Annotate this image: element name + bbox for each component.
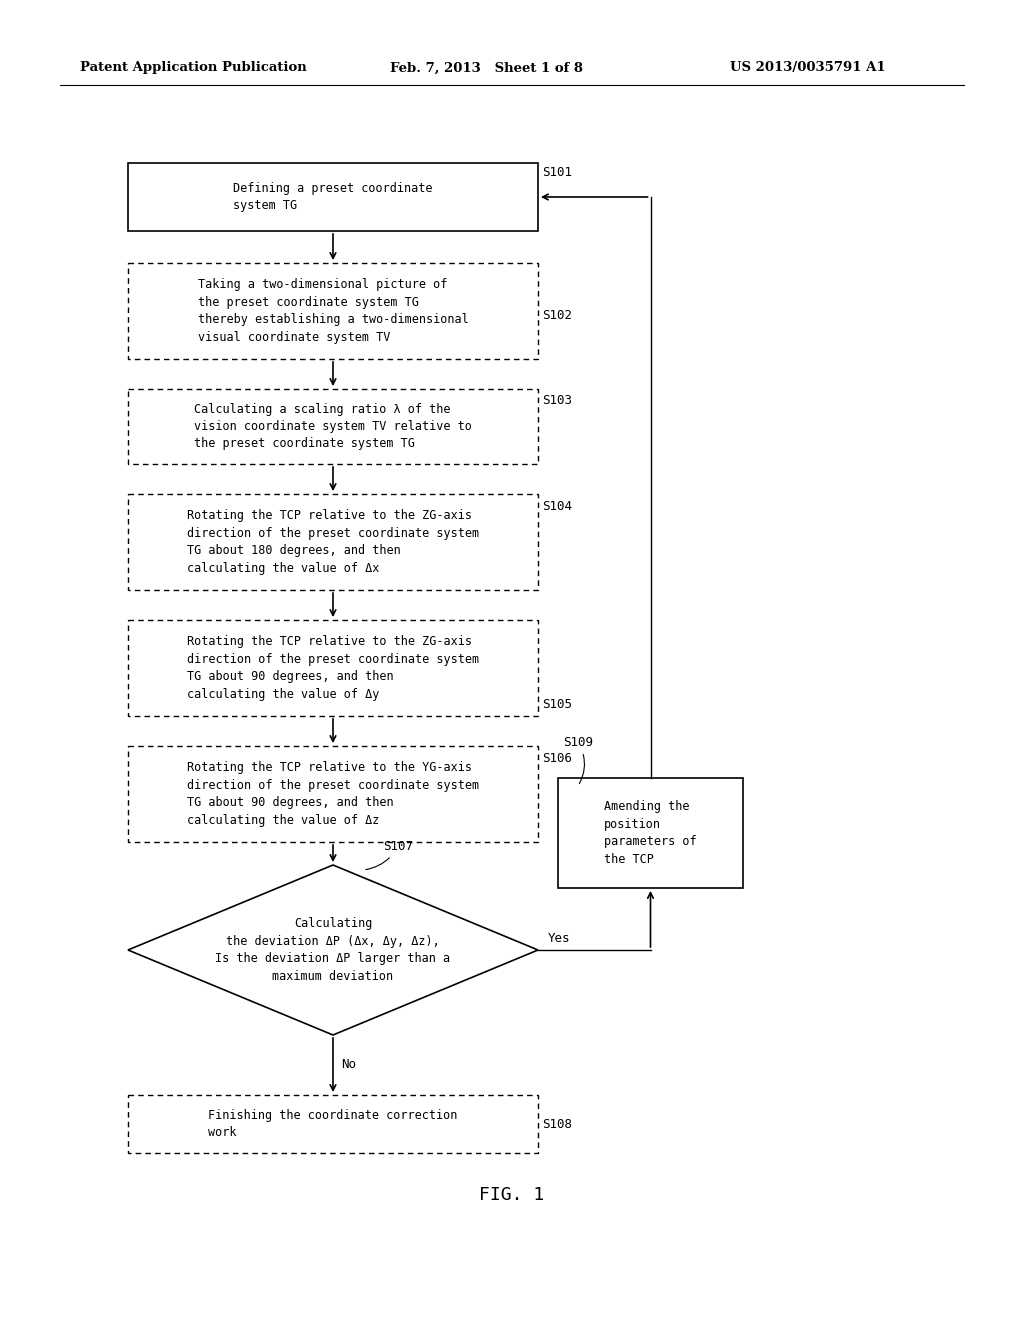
Text: S101: S101: [542, 166, 572, 180]
Text: Calculating a scaling ratio λ of the
vision coordinate system TV relative to
the: Calculating a scaling ratio λ of the vis…: [195, 403, 472, 450]
Text: Calculating
the deviation ΔP (Δx, Δy, Δz),
Is the deviation ΔP larger than a
max: Calculating the deviation ΔP (Δx, Δy, Δz…: [215, 917, 451, 983]
Bar: [128, 746, 538, 842]
Text: S104: S104: [542, 499, 572, 512]
Bar: [128, 263, 538, 359]
Text: S108: S108: [542, 1118, 572, 1130]
Bar: [128, 162, 538, 231]
Text: S102: S102: [542, 309, 572, 322]
Text: Finishing the coordinate correction
work: Finishing the coordinate correction work: [208, 1109, 458, 1139]
Bar: [128, 620, 538, 715]
Text: No: No: [341, 1059, 356, 1072]
Bar: [558, 777, 743, 888]
Text: S109: S109: [563, 737, 593, 784]
Text: Defining a preset coordinate
system TG: Defining a preset coordinate system TG: [233, 182, 433, 213]
Text: US 2013/0035791 A1: US 2013/0035791 A1: [730, 62, 886, 74]
Text: S106: S106: [542, 751, 572, 764]
Polygon shape: [128, 865, 538, 1035]
Text: Feb. 7, 2013   Sheet 1 of 8: Feb. 7, 2013 Sheet 1 of 8: [390, 62, 583, 74]
Text: Rotating the TCP relative to the ZG-axis
direction of the preset coordinate syst: Rotating the TCP relative to the ZG-axis…: [187, 510, 479, 574]
Text: Amending the
position
parameters of
the TCP: Amending the position parameters of the …: [604, 800, 696, 866]
Text: Taking a two-dimensional picture of
the preset coordinate system TG
thereby esta: Taking a two-dimensional picture of the …: [198, 279, 468, 343]
Bar: [128, 389, 538, 465]
Text: Rotating the TCP relative to the YG-axis
direction of the preset coordinate syst: Rotating the TCP relative to the YG-axis…: [187, 762, 479, 826]
Bar: [128, 494, 538, 590]
Text: S105: S105: [542, 697, 572, 710]
Text: FIG. 1: FIG. 1: [479, 1185, 545, 1204]
Text: Rotating the TCP relative to the ZG-axis
direction of the preset coordinate syst: Rotating the TCP relative to the ZG-axis…: [187, 635, 479, 701]
Bar: [128, 1096, 538, 1152]
Text: S103: S103: [542, 395, 572, 408]
Text: Yes: Yes: [548, 932, 570, 945]
Text: S107: S107: [366, 840, 413, 870]
Text: Patent Application Publication: Patent Application Publication: [80, 62, 307, 74]
